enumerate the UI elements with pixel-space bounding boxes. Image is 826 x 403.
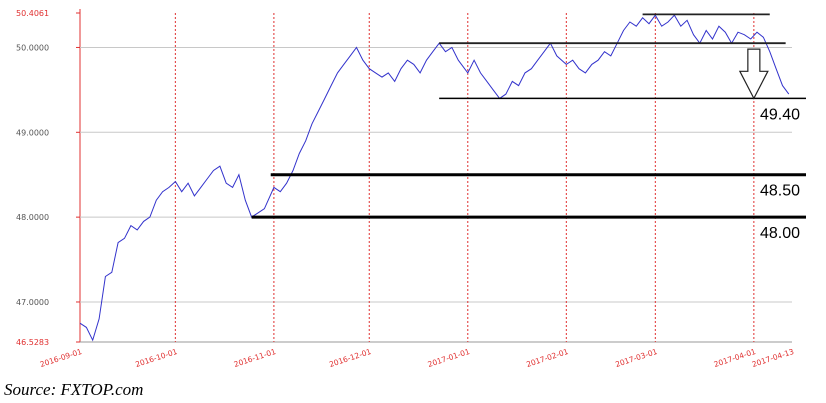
x-axis-ticks: 2016-09-01 2016-10-01 2016-11-01 2016-12-01…: [39, 347, 795, 369]
y-tick-label: 50.4061: [16, 9, 49, 18]
x-tick-group: 2016-10-01: [134, 347, 178, 369]
x-tick-group: 2017-04-13: [751, 347, 795, 369]
y-tick-label: 48.0000: [16, 213, 49, 222]
y-tick-label: 49.0000: [16, 128, 49, 137]
x-tick-group: 2016-09-01: [39, 347, 83, 369]
down-arrow: [738, 48, 769, 100]
x-tick-group: 2017-03-01: [614, 347, 658, 369]
x-tick-label: 2017-04-01: [713, 347, 757, 369]
x-tick-label: 2017-04-13: [751, 347, 795, 369]
series: [79, 14, 790, 342]
x-tick-label: 2017-02-01: [525, 347, 569, 369]
x-tick-group: 2017-02-01: [525, 347, 569, 369]
annotations: 49.40 48.50 48.00: [251, 13, 806, 242]
x-tick-label: 2017-03-01: [614, 347, 658, 369]
y-tick-label: 47.0000: [16, 298, 49, 307]
y-tick-label: 50.0000: [16, 43, 49, 52]
support-level-label: 48.00: [760, 225, 800, 242]
x-tick-label: 2016-11-01: [233, 347, 277, 369]
x-tick-label: 2016-12-01: [328, 347, 372, 369]
fx-line-chart: 46.5283 47.0000 48.0000 49.0000 50.0000 50.40…: [16, 9, 806, 369]
support-level-label: 49.40: [760, 106, 800, 123]
x-tick-group: 2016-11-01: [233, 347, 277, 369]
support-level-label: 48.50: [760, 183, 800, 200]
x-tick-group: 2017-01-01: [427, 347, 471, 369]
series-line: [79, 14, 790, 342]
x-tick-group: 2017-04-01: [713, 347, 757, 369]
x-tick-label: 2016-10-01: [134, 347, 178, 369]
source-caption: Source: FXTOP.com: [4, 380, 144, 399]
y-tick-label: 46.5283: [16, 338, 49, 347]
x-tick-label: 2016-09-01: [39, 347, 83, 369]
x-tick-group: 2016-12-01: [328, 347, 372, 369]
y-axis-ticks: 46.5283 47.0000 48.0000 49.0000 50.0000 50.40…: [16, 9, 49, 347]
x-tick-label: 2017-01-01: [427, 347, 471, 369]
